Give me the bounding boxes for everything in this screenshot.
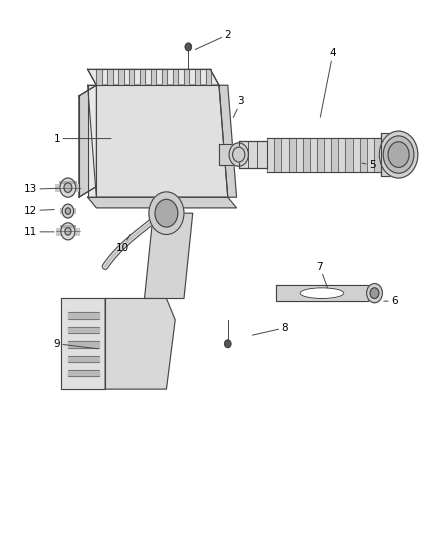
Circle shape — [229, 143, 248, 166]
Circle shape — [367, 284, 382, 303]
Circle shape — [383, 136, 414, 173]
Circle shape — [61, 223, 75, 240]
Polygon shape — [324, 138, 331, 172]
Text: 7: 7 — [316, 262, 328, 288]
Text: 2: 2 — [195, 30, 231, 50]
Polygon shape — [140, 69, 145, 85]
Polygon shape — [219, 85, 237, 197]
Circle shape — [65, 228, 71, 235]
Polygon shape — [59, 181, 77, 184]
Polygon shape — [331, 138, 338, 172]
Circle shape — [185, 43, 191, 51]
Polygon shape — [195, 69, 200, 85]
Text: 11: 11 — [24, 227, 54, 237]
Text: 13: 13 — [24, 184, 59, 194]
Polygon shape — [56, 228, 80, 236]
Polygon shape — [274, 138, 281, 172]
Polygon shape — [68, 312, 99, 319]
Polygon shape — [68, 327, 99, 333]
Circle shape — [379, 131, 418, 178]
Polygon shape — [60, 208, 76, 214]
Circle shape — [233, 147, 245, 162]
Polygon shape — [281, 138, 289, 172]
Text: 9: 9 — [53, 339, 98, 349]
Polygon shape — [105, 298, 175, 389]
Polygon shape — [61, 298, 105, 389]
Polygon shape — [162, 69, 167, 85]
Polygon shape — [310, 138, 317, 172]
Polygon shape — [276, 285, 368, 301]
Circle shape — [149, 192, 184, 235]
Polygon shape — [68, 341, 99, 348]
Polygon shape — [68, 356, 99, 362]
Polygon shape — [338, 138, 346, 172]
Circle shape — [225, 340, 231, 348]
Polygon shape — [289, 138, 296, 172]
Circle shape — [64, 183, 72, 192]
Polygon shape — [79, 85, 96, 197]
Text: 1: 1 — [53, 134, 111, 143]
Text: 10: 10 — [116, 235, 130, 253]
Ellipse shape — [300, 288, 344, 298]
Polygon shape — [353, 138, 360, 172]
Text: 12: 12 — [24, 206, 54, 215]
Polygon shape — [303, 138, 310, 172]
Circle shape — [62, 204, 74, 218]
Polygon shape — [374, 138, 381, 172]
Polygon shape — [360, 138, 367, 172]
Polygon shape — [239, 141, 267, 168]
Polygon shape — [381, 133, 399, 176]
Polygon shape — [88, 85, 96, 197]
Text: 6: 6 — [384, 296, 398, 306]
Polygon shape — [317, 138, 324, 172]
Text: 3: 3 — [233, 96, 244, 117]
Polygon shape — [151, 69, 156, 85]
Polygon shape — [173, 69, 178, 85]
Circle shape — [60, 178, 76, 197]
Polygon shape — [184, 69, 189, 85]
Polygon shape — [96, 69, 102, 85]
Circle shape — [388, 142, 409, 167]
Text: 8: 8 — [252, 323, 288, 335]
Polygon shape — [206, 69, 211, 85]
Polygon shape — [145, 213, 193, 298]
Polygon shape — [219, 144, 237, 165]
Text: 4: 4 — [320, 49, 336, 117]
Polygon shape — [296, 138, 303, 172]
Polygon shape — [88, 69, 219, 85]
Circle shape — [370, 288, 379, 298]
Polygon shape — [346, 138, 353, 172]
Polygon shape — [367, 138, 374, 172]
Polygon shape — [88, 197, 237, 208]
Polygon shape — [129, 69, 134, 85]
Polygon shape — [60, 225, 76, 228]
Polygon shape — [118, 69, 124, 85]
Polygon shape — [88, 85, 228, 197]
Text: 5: 5 — [362, 160, 376, 170]
Polygon shape — [68, 370, 99, 376]
Circle shape — [155, 199, 178, 227]
Polygon shape — [55, 184, 81, 192]
Polygon shape — [107, 69, 113, 85]
Circle shape — [65, 208, 71, 214]
Polygon shape — [267, 138, 274, 172]
